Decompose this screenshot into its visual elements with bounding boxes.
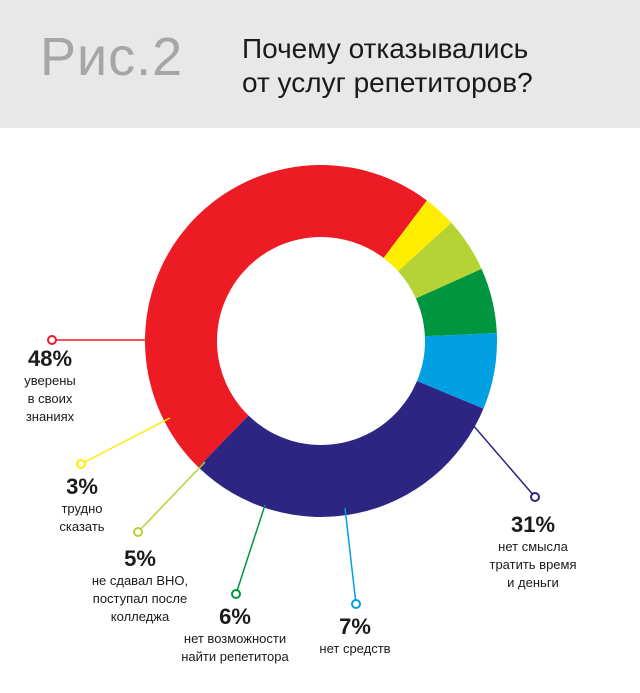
chart-title: Почему отказывались от услуг репетиторов… [242,32,533,100]
chart-title-line2: от услуг репетиторов? [242,67,533,98]
label-slice-5: 3% трудно сказать [32,474,132,536]
leader-line-4 [137,461,206,533]
slice-5-percent: 3% [66,474,98,499]
slice-0-description: уверены в своих знаниях [24,373,76,424]
leader-line-3 [235,504,266,595]
leader-line-2 [344,507,357,605]
slice-2-description: нет средств [319,641,391,656]
label-slice-3: 6% нет возможности найти репетитора [160,604,310,666]
slice-4-description: не сдавал ВНО, поступал после колледжа [91,573,189,624]
slice-3-description: нет возможности найти репетитора [181,631,289,664]
slice-4-percent: 5% [124,546,156,571]
slice-3-percent: 6% [219,604,251,629]
donut-slice-3 [415,268,497,337]
label-slice-0: 48% уверены в своих знаниях [0,346,100,426]
header-band: Рис.2 Почему отказывались от услуг репет… [0,0,640,128]
slice-1-description: нет смысла тратить время и деньги [489,539,577,590]
leader-line-5 [80,417,171,465]
slice-5-description: трудно сказать [59,501,105,534]
label-slice-2: 7% нет средств [300,614,410,658]
leader-dot-2 [351,599,361,609]
chart-title-line1: Почему отказывались [242,33,529,64]
leader-dot-1 [530,492,540,502]
donut-slice-5 [383,200,452,272]
slice-1-percent: 31% [510,512,556,537]
label-slice-1: 31% нет смысла тратить время и деньги [458,512,608,592]
label-slice-4: 5% не сдавал ВНО, поступал после колледж… [65,546,215,626]
leader-lines [47,335,540,609]
donut-slice-2 [417,333,497,409]
slice-0-percent: 48% [27,346,73,371]
slice-2-percent: 7% [339,614,371,639]
donut-slices [144,164,497,517]
leader-dot-3 [231,589,241,599]
donut-slice-4 [398,222,482,299]
leader-line-1 [459,409,536,498]
leader-dot-5 [76,459,86,469]
figure-label: Рис.2 [40,27,184,87]
leader-dot-4 [133,527,143,537]
leader-dot-0 [47,335,57,345]
donut-slice-0 [144,164,427,468]
donut-slice-1 [198,380,484,517]
